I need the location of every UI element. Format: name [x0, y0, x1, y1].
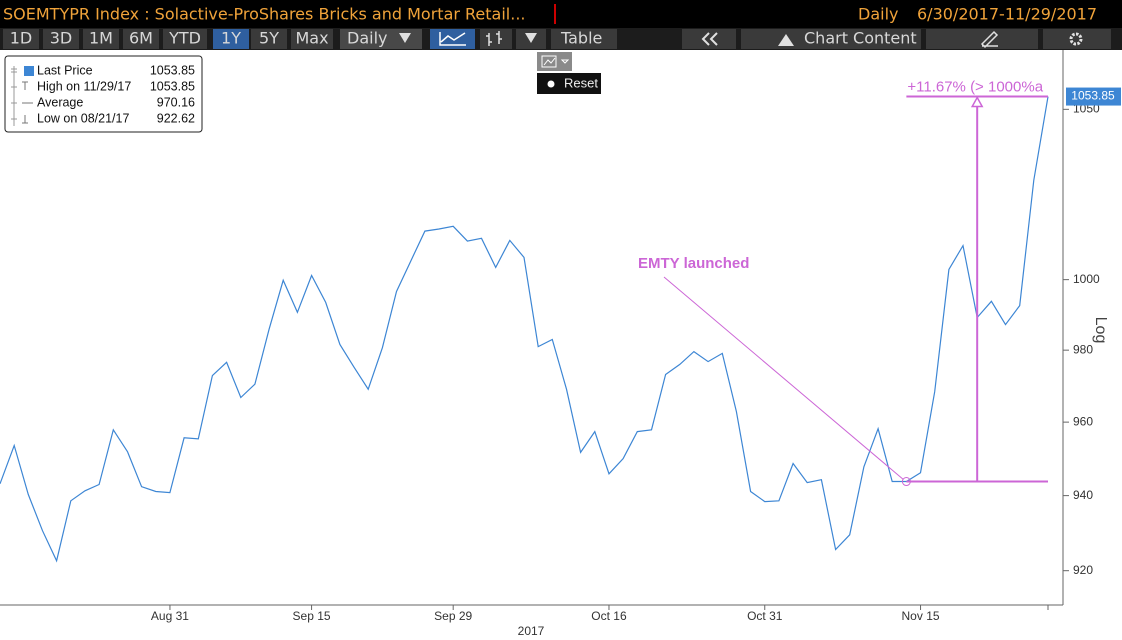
- legend-stat-label: Average: [37, 95, 83, 109]
- x-axis-label: 2017: [518, 624, 545, 638]
- period-button[interactable]: [291, 29, 333, 49]
- legend-stat-label: Low on 08/21/17: [37, 111, 129, 125]
- period-button[interactable]: [123, 29, 159, 49]
- popup-icon-button[interactable]: [537, 52, 572, 71]
- y-tick-label: 940: [1073, 488, 1093, 502]
- period-button[interactable]: [3, 29, 39, 49]
- chart-area: [0, 50, 1122, 640]
- legend-stat-label: High on 11/29/17: [37, 79, 131, 93]
- legend-icons: [22, 81, 33, 124]
- period-label: 5Y: [259, 29, 279, 48]
- annotation-change: +11.67% (> 1000%a: [907, 79, 1043, 96]
- period-label: 1Y: [221, 29, 241, 48]
- period-label: 6M: [129, 29, 153, 48]
- y-tick-label: 960: [1073, 414, 1093, 428]
- x-tick-label: Aug 31: [151, 609, 189, 623]
- edit-button[interactable]: [926, 29, 1038, 49]
- period-button[interactable]: [251, 29, 287, 49]
- collapse-icon: [701, 32, 718, 46]
- x-tick-label: Oct 31: [747, 609, 783, 623]
- bar-icon: [486, 31, 502, 46]
- reset-button[interactable]: [537, 73, 601, 94]
- gear-icon: [1069, 32, 1083, 46]
- x-tick-label: Oct 16: [591, 609, 627, 623]
- period-button[interactable]: [83, 29, 119, 49]
- period-label: 3D: [50, 29, 73, 48]
- legend-stat-value: 922.62: [157, 111, 195, 125]
- period-button[interactable]: [43, 29, 79, 49]
- last-price-label: 1053.85: [1071, 89, 1115, 103]
- legend-label: Last Price: [37, 63, 93, 77]
- date-range[interactable]: 6/30/2017-11/29/2017: [917, 5, 1097, 24]
- y-axis-label: Log: [1092, 317, 1109, 344]
- legend-stat-value: 1053.85: [150, 79, 195, 93]
- y-tick-label: 980: [1073, 342, 1093, 356]
- x-tick-label: Sep 15: [293, 609, 331, 623]
- period-label: Max: [295, 29, 328, 48]
- edit-icon: [980, 30, 999, 49]
- title-bar: [0, 0, 1122, 28]
- legend-tree: [11, 66, 17, 126]
- legend-stat-value: 970.16: [157, 95, 195, 109]
- legend-stats: High on 11/29/17 1053.85 Average 970.16 Low …: [37, 79, 195, 125]
- x-tick-label: Nov 15: [902, 609, 940, 623]
- collapse-button[interactable]: [682, 29, 736, 49]
- frequency-menu-label: Daily: [347, 29, 387, 48]
- annotation-label: EMTY launched: [638, 255, 749, 272]
- period-label: 1M: [89, 29, 113, 48]
- period-buttons: 1D 3D 1M 6M YTD 1Y 5Y Max: [3, 29, 333, 49]
- settings-button[interactable]: [1043, 29, 1111, 49]
- legend: [4, 55, 203, 133]
- price-line: [0, 96, 1049, 563]
- dropdown-arrow: [399, 33, 411, 43]
- frequency: Daily: [858, 5, 898, 24]
- table-label: Table: [560, 29, 602, 48]
- chart-icon: [439, 32, 466, 46]
- bar-type-button[interactable]: [480, 29, 512, 49]
- reset-icon: [547, 80, 555, 88]
- annotation-pointer: [663, 276, 904, 480]
- chart-content-label: Chart Content: [804, 29, 917, 48]
- x-tick-label: Sep 29: [434, 609, 472, 623]
- annotation-arrow: [970, 96, 984, 108]
- title: SOEMTYPR Index : Solactive-ProShares Bri…: [3, 5, 526, 24]
- table-button[interactable]: [551, 29, 617, 49]
- popup-icon: [541, 55, 570, 68]
- period-button[interactable]: [163, 29, 207, 49]
- dropdown-arrow: [525, 33, 537, 43]
- period-label: 1D: [10, 29, 33, 48]
- legend-swatch: [24, 66, 34, 76]
- y-tick-label: 1000: [1073, 272, 1100, 286]
- y-tick-label: 920: [1073, 563, 1093, 577]
- legend-value: 1053.85: [150, 63, 195, 77]
- chart-content-icon: [778, 34, 794, 46]
- divider: [554, 4, 556, 24]
- period-label: YTD: [168, 29, 201, 48]
- reset-label: Reset: [564, 75, 598, 90]
- period-button[interactable]: [213, 29, 249, 49]
- last-price-tag: [1066, 87, 1121, 106]
